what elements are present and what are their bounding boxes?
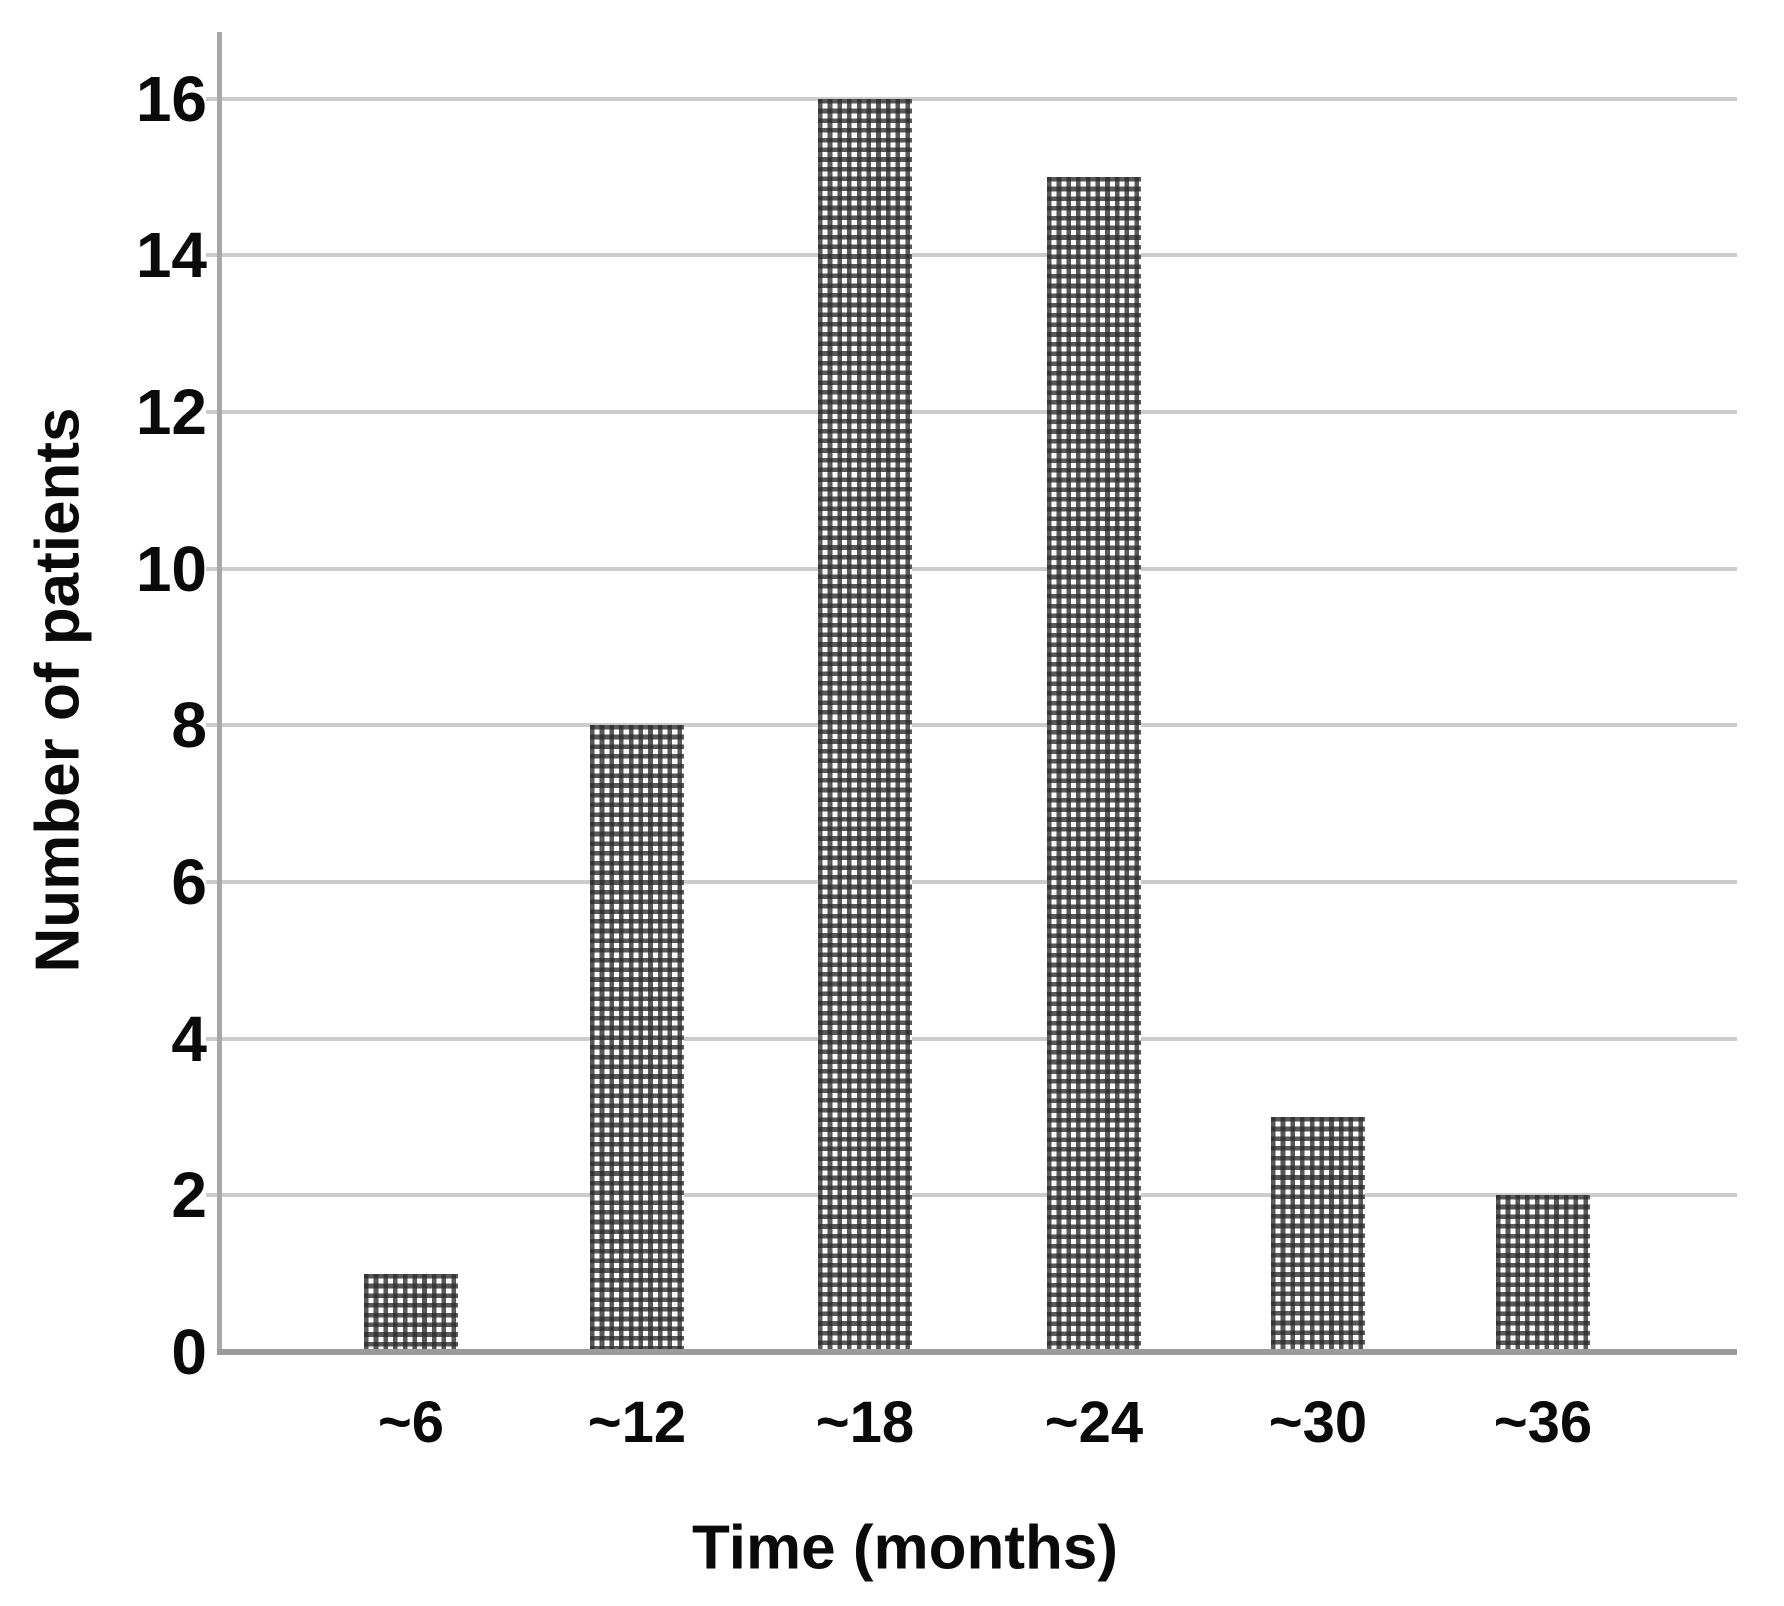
- x-tick-label: ~12: [587, 1390, 687, 1455]
- gridline: [206, 253, 1737, 258]
- y-tick-label: 10: [135, 532, 207, 605]
- y-tick-label: 6: [171, 845, 207, 918]
- y-tick-label: 4: [171, 1002, 207, 1075]
- bar: [590, 725, 684, 1352]
- x-tick-label: ~6: [377, 1390, 445, 1455]
- x-axis-line: [217, 1349, 1737, 1355]
- gridline: [206, 879, 1737, 884]
- bar: [364, 1273, 458, 1352]
- x-tick-label: ~36: [1493, 1390, 1593, 1455]
- y-tick-label: 8: [171, 689, 207, 762]
- bar: [1496, 1195, 1590, 1352]
- gridline: [206, 1036, 1737, 1041]
- x-tick-label: ~24: [1044, 1390, 1144, 1455]
- x-tick-label: ~30: [1268, 1390, 1368, 1455]
- gridline: [206, 566, 1737, 571]
- y-tick-label: 2: [171, 1159, 207, 1232]
- gridline: [206, 96, 1737, 101]
- y-tick-label: 14: [135, 219, 207, 292]
- x-axis-title: Time (months): [692, 1513, 1118, 1583]
- gridline: [206, 723, 1737, 728]
- y-tick-label: 16: [135, 62, 207, 135]
- gridline: [206, 1193, 1737, 1198]
- gridline: [206, 409, 1737, 414]
- y-tick-label: 12: [135, 375, 207, 448]
- y-axis-line: [217, 32, 222, 1355]
- y-tick-label: 0: [171, 1316, 207, 1388]
- bar: [1047, 176, 1141, 1352]
- x-tick-label: ~18: [815, 1390, 915, 1455]
- bar: [1271, 1116, 1365, 1352]
- bar: [818, 98, 912, 1352]
